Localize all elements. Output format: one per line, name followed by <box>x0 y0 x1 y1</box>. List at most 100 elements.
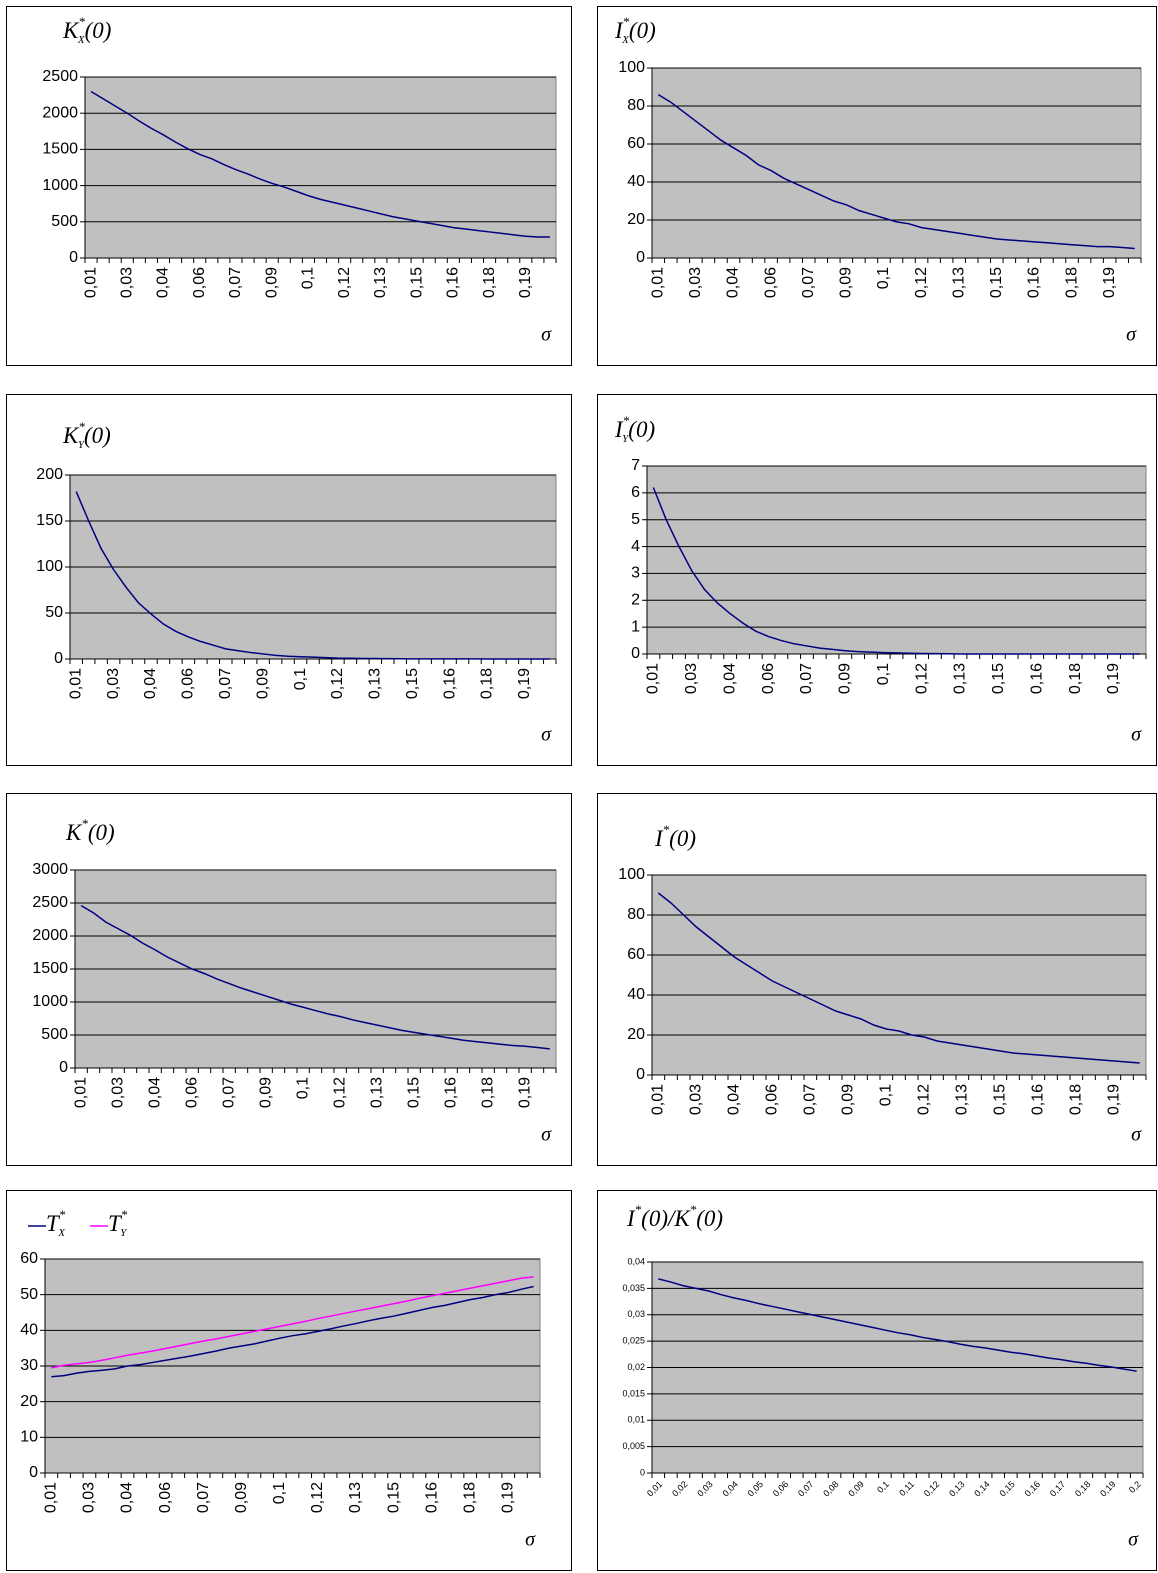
superscript: * <box>78 14 85 29</box>
y-tick-label: 0,025 <box>622 1336 645 1346</box>
x-tick-label: 0,06 <box>183 1077 200 1108</box>
x-axis-label: σ <box>541 1124 552 1146</box>
x-tick-label: 0,09 <box>257 1077 274 1108</box>
text-part: (0) <box>669 826 696 851</box>
y-tick-label: 100 <box>36 558 63 575</box>
y-tick-label: 500 <box>51 213 78 230</box>
x-tick-label: 0,12 <box>329 668 346 699</box>
chart-panel: 00,0050,010,0150,020,0250,030,0350,040,0… <box>597 1190 1157 1571</box>
plot-area <box>651 874 1147 1076</box>
x-tick-label: 0,18 <box>1063 267 1080 298</box>
x-tick-label: 0,12 <box>913 663 930 694</box>
data-line <box>75 491 550 660</box>
subscript: X <box>77 34 86 46</box>
x-tick-label: 0,13 <box>950 267 967 298</box>
y-tick-label: 10 <box>20 1429 38 1446</box>
y-tick-label: 0 <box>640 1467 645 1477</box>
x-tick-label: 0,01 <box>650 1084 667 1115</box>
x-tick-label: 0,1 <box>875 663 892 685</box>
x-tick-label: 0,03 <box>118 267 135 298</box>
y-tick-label: 0,04 <box>627 1256 645 1266</box>
x-tick-label: 0,07 <box>227 267 244 298</box>
y-tick-label: 50 <box>45 604 63 621</box>
x-tick-label: 0,12 <box>336 267 353 298</box>
y-tick-label: 3000 <box>32 861 68 878</box>
x-tick-label: 0,13 <box>367 668 384 699</box>
text-part: K <box>65 820 83 845</box>
x-tick-label: 0,13 <box>952 663 969 694</box>
x-tick-label: 0,06 <box>762 267 779 298</box>
x-tick-label: 0,1 <box>878 1084 895 1106</box>
x-tick-label: 0,03 <box>109 1077 126 1108</box>
plot-area <box>84 76 557 259</box>
x-tick-label: 0,19 <box>1101 267 1118 298</box>
x-tick-label: 0,16 <box>442 1077 459 1108</box>
legend-label: T* Y <box>108 1207 128 1239</box>
chart-panel: 0 50 100 150 200 0,01 0,03 0,04 0,06 0,07 0,09 0,1 0… <box>6 394 572 766</box>
x-tick-label: 0,16 <box>1026 267 1043 298</box>
y-tick-label: 40 <box>20 1322 38 1339</box>
text-part: I <box>654 826 664 851</box>
x-tick-label: 0,18 <box>1068 1084 1085 1115</box>
x-tick-label: 0,1 <box>875 267 892 289</box>
chart-panel: 0 20 40 60 80 100 0,01 0,03 0,04 0,06 0,07 0,09 0,1 0… <box>597 6 1157 366</box>
data-line <box>51 1285 534 1378</box>
x-tick-label: 0,01 <box>72 1077 89 1108</box>
x-tick-label: 0,03 <box>687 267 704 298</box>
x-axis-label: σ <box>1131 724 1142 746</box>
x-tick-label: 0,04 <box>155 267 172 298</box>
x-tick-label: 0,1 <box>292 668 309 690</box>
y-tick-label: 30 <box>20 1357 38 1374</box>
y-tick-label: 0,02 <box>627 1362 645 1372</box>
x-tick-label: 0,09 <box>838 267 855 298</box>
y-tick-label: 1000 <box>32 993 68 1010</box>
y-tick-label: 150 <box>36 512 63 529</box>
y-tick-label: 7 <box>631 457 640 474</box>
data-line <box>658 1278 1137 1372</box>
y-tick-label: 0,03 <box>627 1309 645 1319</box>
y-tick-label: 0 <box>59 1059 68 1076</box>
y-tick-label: 0 <box>54 650 63 667</box>
x-tick-label: 0,12 <box>916 1084 933 1115</box>
superscript: * <box>623 413 630 428</box>
x-tick-label: 0,04 <box>142 668 159 699</box>
x-tick-label: 0,1 <box>294 1077 311 1099</box>
y-tick-label: 5 <box>631 511 640 528</box>
text-part: (0) <box>629 18 656 43</box>
x-tick-label: 0,06 <box>764 1084 781 1115</box>
y-tick-label: 200 <box>36 466 63 483</box>
y-tick-label: 60 <box>627 135 645 152</box>
x-tick-label: 0,06 <box>157 1482 174 1513</box>
x-tick-label: 0,09 <box>837 663 854 694</box>
subscript: X <box>57 1227 66 1239</box>
x-tick-label: 0,19 <box>1106 1084 1123 1115</box>
superscript: * <box>635 1202 642 1217</box>
x-tick-label: 0,12 <box>913 267 930 298</box>
x-tick-label: 0,04 <box>726 1084 743 1115</box>
text-part: (0) <box>628 417 655 442</box>
y-tick-label: 1000 <box>42 177 78 194</box>
x-tick-label: 0,15 <box>385 1482 402 1513</box>
x-tick-label: 0,18 <box>461 1482 478 1513</box>
x-tick-label: 0,09 <box>263 267 280 298</box>
y-tick-label: 0 <box>636 1066 645 1083</box>
y-tick-label: 20 <box>627 211 645 228</box>
x-tick-label: 0,13 <box>368 1077 385 1108</box>
x-tick-label: 0,13 <box>372 267 389 298</box>
y-tick-label: 20 <box>627 1026 645 1043</box>
x-tick-label: 0,07 <box>195 1482 212 1513</box>
x-tick-label: 0,15 <box>990 663 1007 694</box>
x-tick-label: 0,06 <box>760 663 777 694</box>
text-part: I <box>626 1206 636 1231</box>
data-line <box>657 892 1140 1064</box>
x-tick-label: 0,18 <box>1067 663 1084 694</box>
x-tick-label: 0,19 <box>516 668 533 699</box>
superscript: * <box>690 1202 697 1217</box>
y-tick-label: 40 <box>627 986 645 1003</box>
y-tick-label: 60 <box>20 1250 38 1267</box>
text-part: (0) <box>85 18 112 43</box>
data-line <box>657 93 1135 250</box>
superscript: * <box>663 822 670 837</box>
y-tick-label: 100 <box>618 59 645 76</box>
